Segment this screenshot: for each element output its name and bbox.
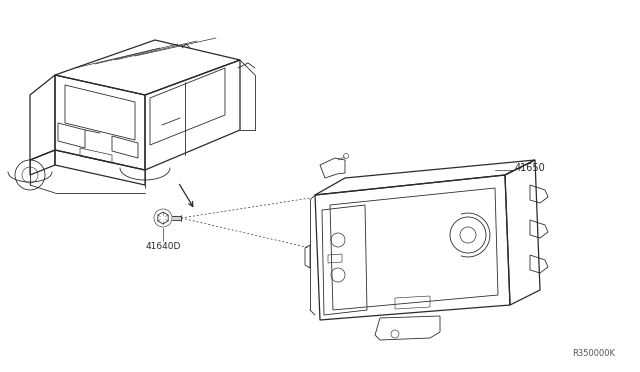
Text: 41640D: 41640D xyxy=(145,242,180,251)
Text: 41650: 41650 xyxy=(515,163,546,173)
Text: R350000K: R350000K xyxy=(572,349,615,358)
